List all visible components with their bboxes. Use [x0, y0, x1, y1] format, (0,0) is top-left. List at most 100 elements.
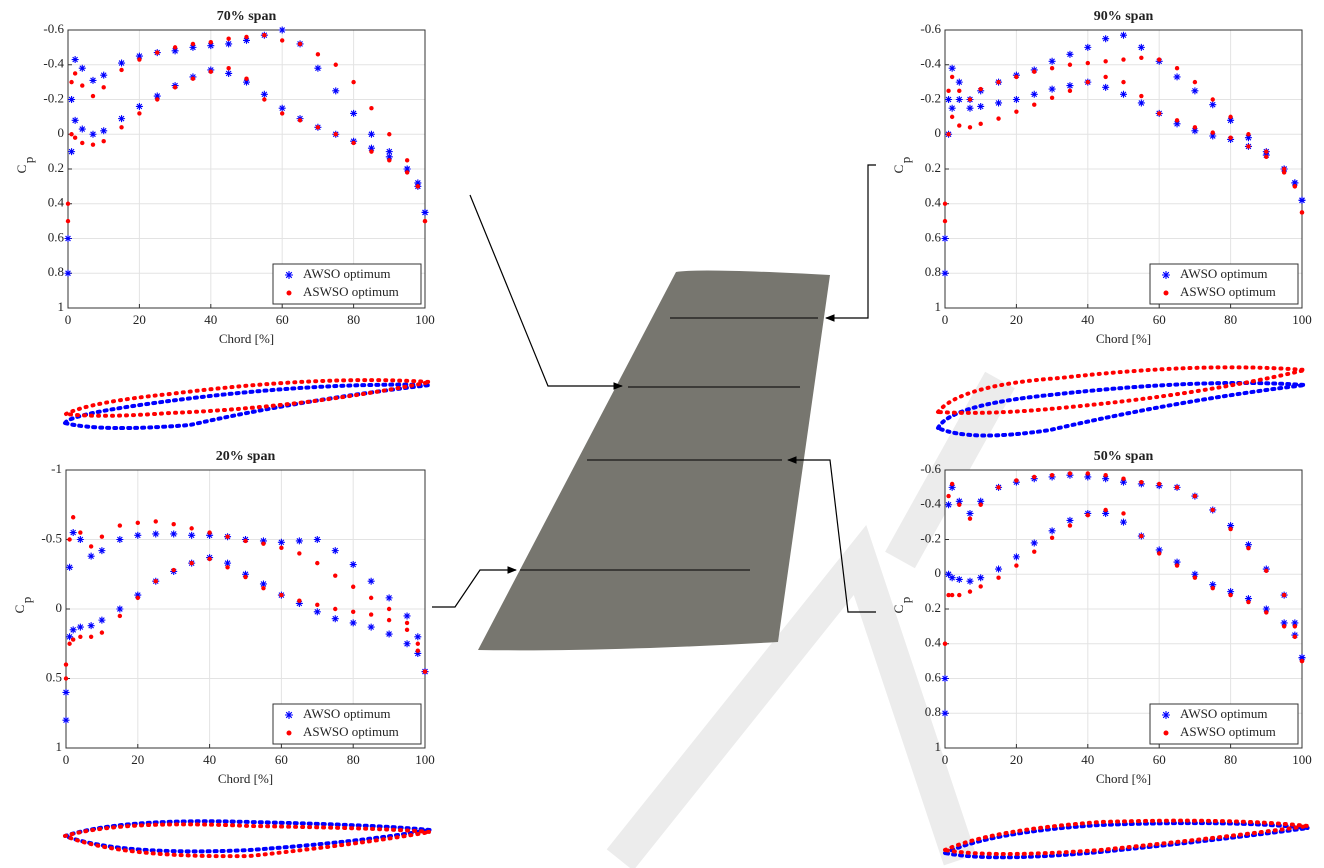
data-point	[261, 586, 265, 590]
cp-chart: -1-0.500.5102040608010020% spanChord [%]…	[12, 449, 435, 786]
y-tick-label: 0.6	[925, 229, 942, 244]
data-point	[80, 83, 84, 87]
data-point	[1228, 136, 1232, 140]
data-point	[1228, 115, 1232, 119]
data-point	[189, 561, 193, 565]
data-point	[70, 529, 77, 536]
legend-symbol	[287, 731, 292, 736]
data-point	[189, 526, 193, 530]
data-point	[1246, 144, 1250, 148]
data-point	[1157, 551, 1161, 555]
data-point	[155, 97, 159, 101]
x-tick-label: 40	[203, 752, 216, 767]
data-point	[957, 503, 961, 507]
data-point	[1014, 478, 1018, 482]
y-tick-label: 0	[935, 125, 942, 140]
data-point	[280, 111, 284, 115]
data-point	[225, 535, 229, 539]
data-point	[942, 235, 949, 242]
data-point	[80, 141, 84, 145]
data-point	[1086, 513, 1090, 517]
x-tick-label: 100	[415, 312, 435, 327]
data-point	[118, 523, 122, 527]
data-point	[1139, 94, 1143, 98]
data-point	[1032, 70, 1036, 74]
data-point	[315, 561, 319, 565]
chart-title: 20% span	[216, 449, 276, 464]
data-point	[942, 270, 949, 277]
data-point	[416, 649, 420, 653]
data-point	[1139, 534, 1143, 538]
data-point	[280, 38, 284, 42]
y-tick-label: 1	[58, 299, 65, 314]
data-point	[279, 546, 283, 550]
legend-symbol	[1162, 711, 1170, 719]
data-point	[68, 96, 75, 103]
airfoil-aswso	[65, 824, 430, 856]
data-point	[966, 105, 973, 112]
data-point	[1211, 97, 1215, 101]
y-tick-label: 0.8	[925, 264, 941, 279]
data-point	[423, 669, 427, 673]
data-point	[78, 635, 82, 639]
data-point	[1050, 66, 1054, 70]
y-axis-label: C	[14, 165, 29, 174]
y-tick-label: -0.2	[920, 530, 941, 545]
data-point	[79, 126, 86, 133]
data-point	[387, 158, 391, 162]
data-point	[979, 122, 983, 126]
data-point	[351, 141, 355, 145]
figure: -0.6-0.4-0.200.20.40.60.8102040608010070…	[0, 0, 1324, 868]
data-point	[949, 65, 956, 72]
data-point	[1175, 563, 1179, 567]
data-point	[1228, 527, 1232, 531]
data-point	[1102, 84, 1109, 91]
data-point	[351, 610, 355, 614]
data-point	[1157, 482, 1161, 486]
x-tick-label: 20	[1010, 752, 1023, 767]
data-point	[405, 158, 409, 162]
data-point	[137, 57, 141, 61]
y-tick-label: -0.6	[43, 21, 64, 36]
data-point	[332, 547, 339, 554]
data-point	[1014, 75, 1018, 79]
data-point	[119, 125, 123, 129]
data-point	[262, 97, 266, 101]
y-axis-label-subscript: p	[19, 597, 34, 604]
data-point	[942, 675, 949, 682]
data-point	[136, 596, 140, 600]
data-point	[262, 33, 266, 37]
data-point	[957, 593, 961, 597]
chart-title: 90% span	[1094, 9, 1154, 24]
data-point	[957, 123, 961, 127]
y-tick-label: 0.4	[925, 195, 942, 210]
data-point	[1175, 118, 1179, 122]
data-point	[333, 607, 337, 611]
arrow	[470, 195, 622, 386]
data-point	[1209, 101, 1216, 108]
data-point	[1066, 82, 1073, 89]
legend-symbol	[1164, 291, 1169, 296]
data-point	[946, 132, 950, 136]
data-point	[1293, 184, 1297, 188]
data-point	[1193, 80, 1197, 84]
data-point	[966, 578, 973, 585]
data-point	[1103, 508, 1107, 512]
data-point	[1299, 197, 1306, 204]
x-axis-label: Chord [%]	[1096, 331, 1151, 346]
wing	[478, 271, 830, 651]
data-point	[1293, 635, 1297, 639]
data-point	[1120, 519, 1127, 526]
data-point	[1264, 155, 1268, 159]
y-tick-label: 0.8	[925, 704, 941, 719]
x-axis-label: Chord [%]	[218, 771, 273, 786]
data-point	[98, 617, 105, 624]
y-tick-label: 1	[56, 739, 63, 754]
data-point	[152, 530, 159, 537]
data-point	[1084, 44, 1091, 51]
data-point	[316, 52, 320, 56]
data-point	[134, 532, 141, 539]
legend-symbol	[1164, 731, 1169, 736]
x-tick-label: 100	[1292, 312, 1312, 327]
data-point	[968, 125, 972, 129]
